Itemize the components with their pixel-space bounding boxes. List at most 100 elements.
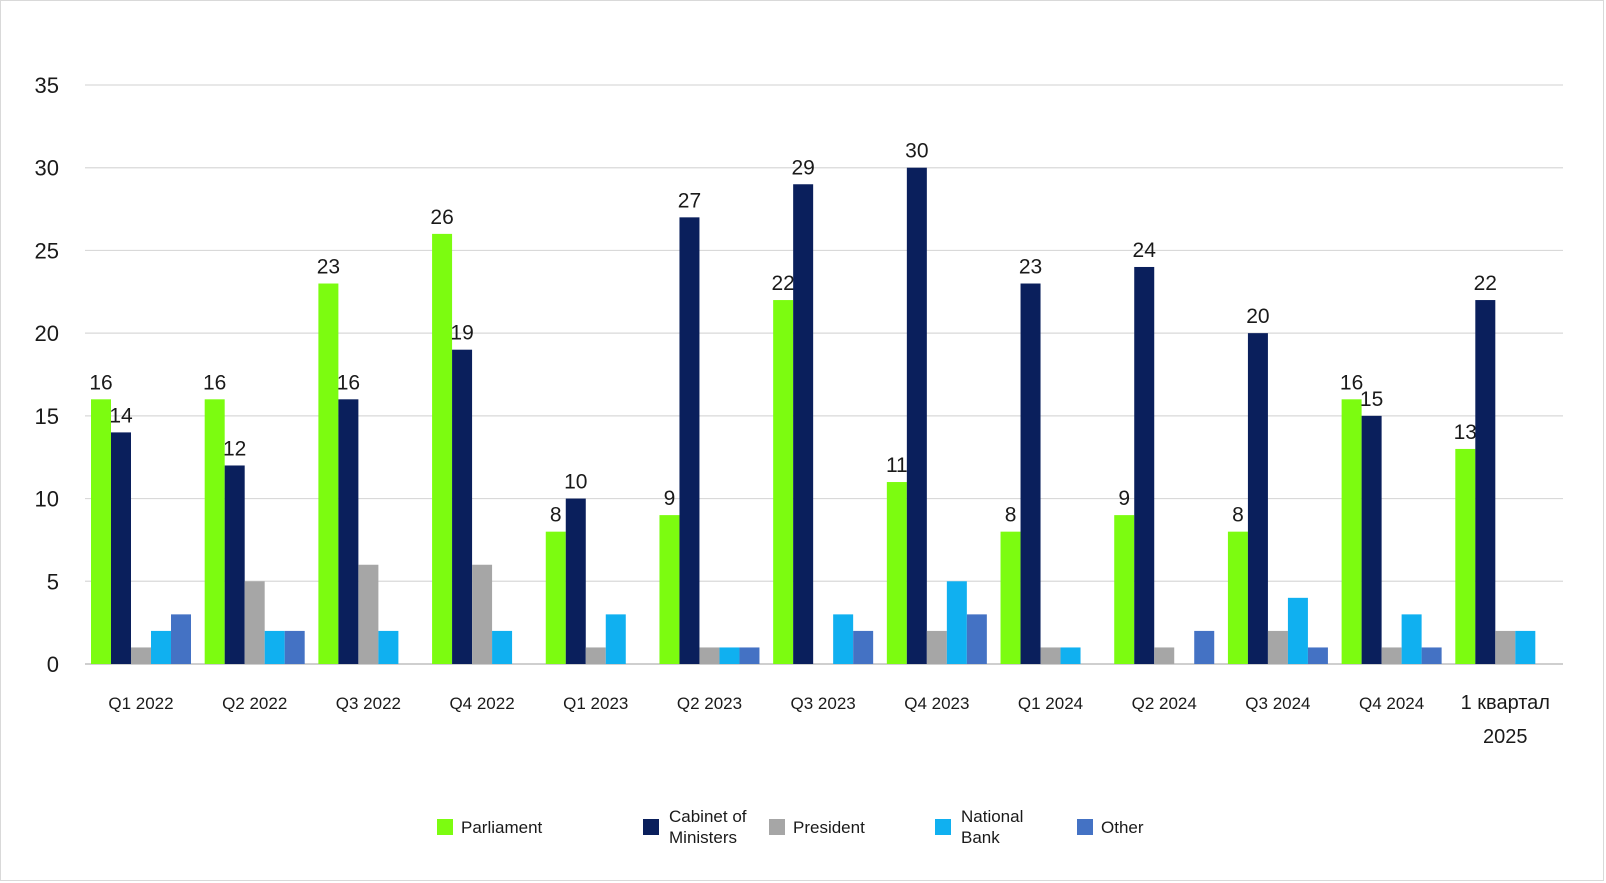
legend-label: Ministers <box>669 828 737 847</box>
bar-cabinet-of-ministers <box>906 167 927 664</box>
data-label: 13 <box>1454 421 1477 444</box>
bar-national-bank <box>151 630 171 664</box>
legend-label: President <box>793 818 865 837</box>
bar-parliament <box>886 482 907 664</box>
data-label: 11 <box>886 454 908 477</box>
bar-cabinet-of-ministers <box>338 399 359 664</box>
bar-president <box>1040 647 1061 664</box>
bar-national-bank <box>1401 614 1422 664</box>
bar-parliament <box>1455 448 1476 664</box>
bar-parliament <box>91 399 111 664</box>
bar-president <box>131 647 151 664</box>
bar-national-bank <box>1515 630 1536 664</box>
data-label: 27 <box>678 189 701 212</box>
bar-cabinet-of-ministers <box>224 465 245 664</box>
bar-parliament <box>545 531 566 664</box>
legend-label: Other <box>1101 818 1144 837</box>
bar-cabinet-of-ministers <box>111 432 131 664</box>
bar-cabinet-of-ministers <box>1475 300 1496 664</box>
bar-national-bank <box>719 647 740 664</box>
x-tick-label: Q2 2022 <box>222 694 287 713</box>
data-label: 24 <box>1133 239 1157 262</box>
bar-national-bank <box>833 614 854 664</box>
bar-national-bank <box>1287 597 1308 664</box>
bar-other <box>1194 630 1215 664</box>
data-label: 8 <box>550 504 562 527</box>
x-tick-label: Q4 2022 <box>449 694 514 713</box>
bar-parliament <box>1114 515 1135 664</box>
y-tick-label: 35 <box>35 73 59 98</box>
bar-national-bank <box>946 581 967 664</box>
legend-label: Cabinet of <box>669 807 747 826</box>
legend-label: National <box>961 807 1023 826</box>
bar-president <box>244 581 265 664</box>
bar-cabinet-of-ministers <box>1134 266 1155 664</box>
data-label: 22 <box>771 272 794 295</box>
bar-cabinet-of-ministers <box>793 184 814 664</box>
y-tick-label: 0 <box>47 652 59 677</box>
data-label: 16 <box>89 371 112 394</box>
data-label: 9 <box>1118 487 1130 510</box>
bar-president <box>699 647 720 664</box>
bar-president <box>1381 647 1402 664</box>
data-label: 15 <box>1360 388 1383 411</box>
bar-national-bank <box>264 630 285 664</box>
bar-cabinet-of-ministers <box>452 349 473 664</box>
bar-president <box>358 564 379 664</box>
bar-president <box>585 647 606 664</box>
bar-president <box>472 564 493 664</box>
bar-other <box>966 614 987 664</box>
bar-other <box>739 647 760 664</box>
x-tick-label: 1 квартал <box>1461 692 1550 714</box>
bar-parliament <box>204 399 225 664</box>
data-label: 30 <box>905 140 928 163</box>
bar-president <box>926 630 947 664</box>
legend-swatch <box>643 819 659 835</box>
bar-cabinet-of-ministers <box>1247 333 1268 664</box>
x-tick-label: Q4 2024 <box>1359 694 1424 713</box>
legend-swatch <box>1077 819 1093 835</box>
bar-president <box>1154 647 1175 664</box>
legend-swatch <box>769 819 785 835</box>
bar-other <box>1307 647 1328 664</box>
data-label: 9 <box>664 487 676 510</box>
x-tick-label: Q2 2024 <box>1132 694 1197 713</box>
bar-cabinet-of-ministers <box>679 217 700 665</box>
legend-label: Bank <box>961 828 1000 847</box>
legend-label: Parliament <box>461 818 543 837</box>
y-tick-label: 20 <box>35 321 59 346</box>
x-tick-label: Q1 2023 <box>563 694 628 713</box>
bar-president <box>1267 630 1288 664</box>
bar-national-bank <box>605 614 626 664</box>
bar-cabinet-of-ministers <box>1020 283 1041 664</box>
data-label: 14 <box>109 404 133 427</box>
data-label: 12 <box>223 437 246 460</box>
y-tick-label: 10 <box>35 487 59 512</box>
y-tick-label: 5 <box>47 569 59 594</box>
bar-other <box>171 614 191 664</box>
data-label: 23 <box>317 256 340 279</box>
x-tick-label: Q3 2023 <box>791 694 856 713</box>
x-tick-label: Q1 2022 <box>108 694 173 713</box>
data-label: 29 <box>791 156 814 179</box>
data-label: 16 <box>203 371 226 394</box>
bar-cabinet-of-ministers <box>565 498 586 664</box>
data-label: 26 <box>430 206 453 229</box>
data-label: 19 <box>450 322 473 345</box>
bar-parliament <box>1341 399 1362 664</box>
data-label: 20 <box>1246 305 1269 328</box>
bar-parliament <box>1000 531 1021 664</box>
bar-parliament <box>1227 531 1248 664</box>
bar-parliament <box>773 300 794 664</box>
bar-other <box>1421 647 1442 664</box>
bar-other <box>853 630 874 664</box>
bar-national-bank <box>1060 647 1081 664</box>
data-label: 8 <box>1232 504 1244 527</box>
data-label: 10 <box>564 471 587 494</box>
x-tick-label: Q1 2024 <box>1018 694 1083 713</box>
bar-other <box>284 630 305 664</box>
data-label: 22 <box>1474 272 1497 295</box>
x-tick-label: 2025 <box>1483 726 1528 748</box>
